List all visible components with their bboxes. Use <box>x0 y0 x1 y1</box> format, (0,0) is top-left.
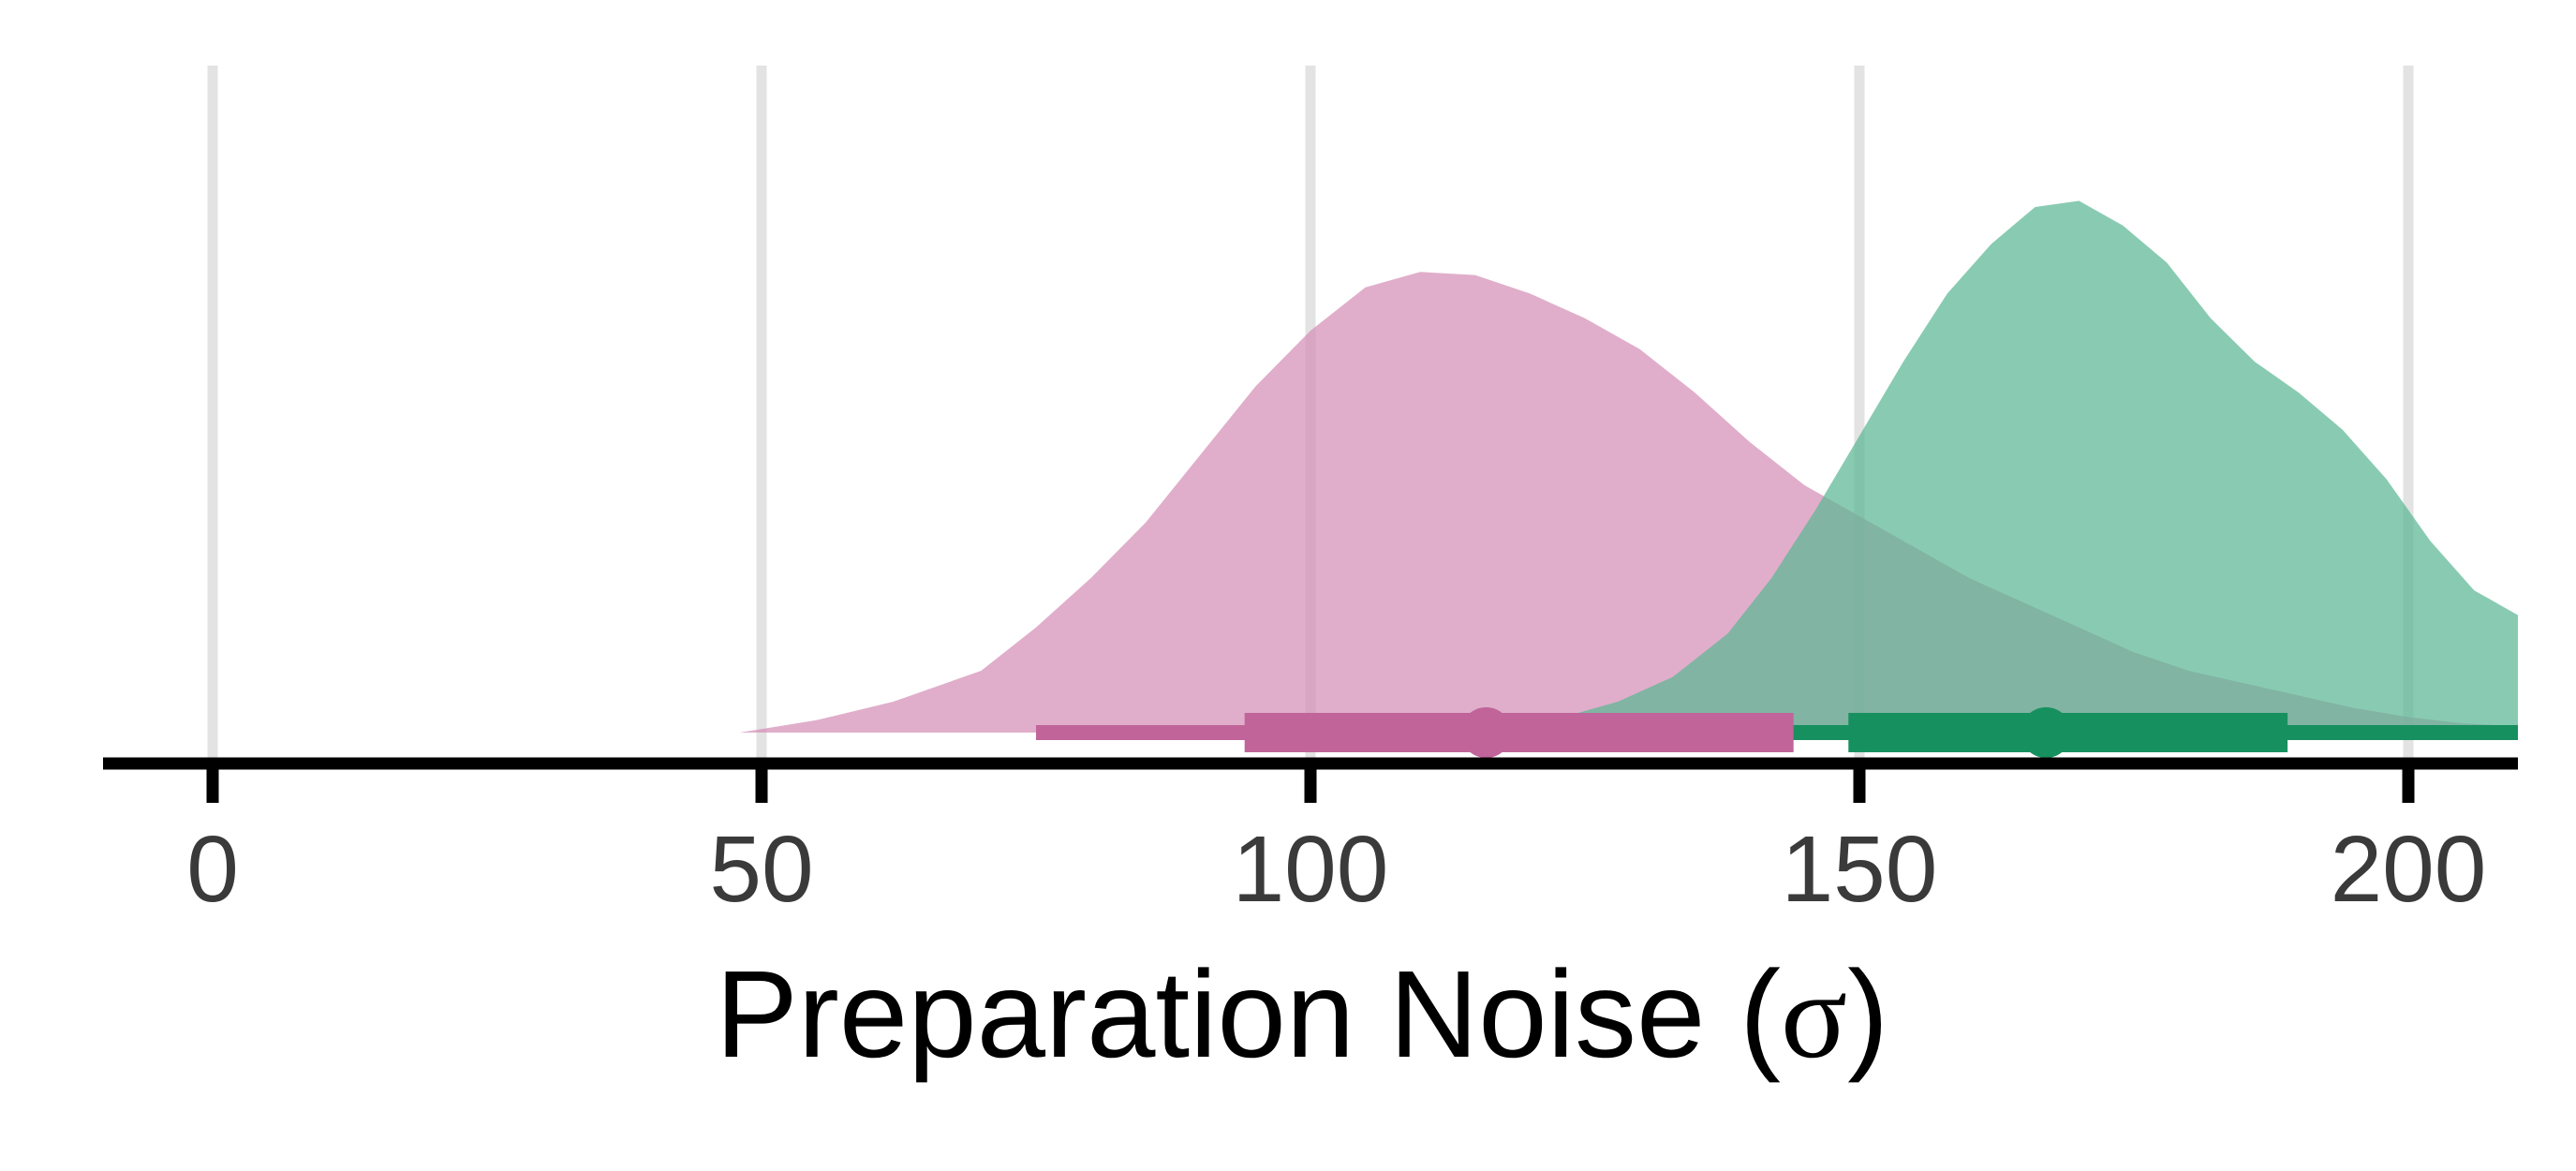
density-area-1 <box>739 272 2518 733</box>
x-axis-title-close: ) <box>1847 945 1888 1083</box>
x-tick-label-200: 200 <box>2331 817 2487 922</box>
point-estimate-2 <box>2021 707 2072 758</box>
x-tick-label-0: 0 <box>186 817 239 922</box>
interval-bars <box>1036 707 2518 758</box>
x-tick-label-150: 150 <box>1782 817 1938 922</box>
density-area-2 <box>1474 200 2518 733</box>
point-estimate-1 <box>1460 707 1512 758</box>
x-axis-title-sigma: σ <box>1781 946 1847 1084</box>
x-tick-label-100: 100 <box>1233 817 1389 922</box>
x-tick-labels: 0 50 100 150 200 <box>186 817 2486 922</box>
x-axis-title: Preparation Noise (σ) <box>716 945 1888 1084</box>
x-axis <box>103 757 2518 803</box>
density-areas <box>739 200 2518 733</box>
x-tick-label-50: 50 <box>709 817 813 922</box>
x-axis-title-text: Preparation Noise ( <box>716 945 1781 1083</box>
